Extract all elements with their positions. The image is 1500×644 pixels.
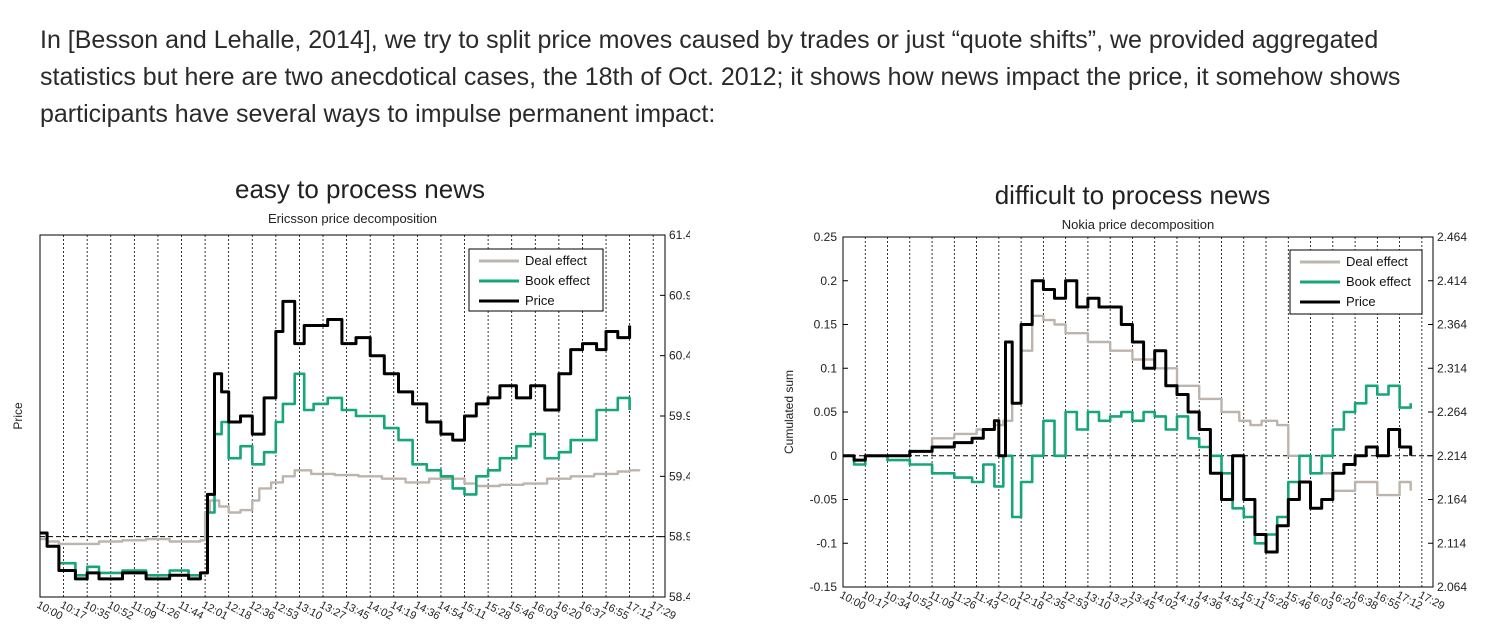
right-tick-label: 60.4 xyxy=(669,349,690,363)
left-tick-label: 0.2 xyxy=(820,274,837,288)
right-tick-label: 2.464 xyxy=(1437,230,1467,244)
plot-frame xyxy=(842,236,1434,588)
chart-title: Ericsson price decomposition xyxy=(268,211,437,226)
left-tick-label: 0.25 xyxy=(814,230,838,244)
nokia-chart: Nokia price decomposition10:0010:1710:34… xyxy=(775,212,1480,640)
y-label-group: Price xyxy=(11,402,25,430)
chart-heading-left: easy to process news xyxy=(234,174,485,204)
ericsson-chart: Ericsson price decomposition10:0010:1710… xyxy=(0,205,690,640)
right-tick-label: 2.164 xyxy=(1437,493,1467,507)
right-tick-label: 60.9 xyxy=(669,288,690,302)
intro-paragraph: In [Besson and Lehalle, 2014], we try to… xyxy=(40,26,1401,128)
right-tick-label: 59.9 xyxy=(669,409,690,423)
left-tick-label: -0.05 xyxy=(810,493,838,507)
left-tick-label: 0.15 xyxy=(814,318,838,332)
chart-heading-right: difficult to process news xyxy=(994,180,1271,210)
legend-label: Price xyxy=(1346,294,1376,309)
right-tick-label: 58.9 xyxy=(669,530,690,544)
left-tick-label: 0.05 xyxy=(814,405,838,419)
legend-label: Book effect xyxy=(525,273,590,288)
legend-label: Price xyxy=(525,293,555,308)
right-tick-label: 59.4 xyxy=(669,469,690,483)
y-axis-label: Cumulated sum xyxy=(782,370,796,454)
left-tick-label: 0 xyxy=(830,449,837,463)
y-label-group: Cumulated sum xyxy=(782,370,796,454)
right-tick-label: 2.214 xyxy=(1437,449,1467,463)
right-tick-label: 2.414 xyxy=(1437,274,1467,288)
plot-frame xyxy=(39,234,666,598)
series-line-price xyxy=(843,279,1413,554)
series-line-book xyxy=(843,384,1412,545)
right-tick-label: 58.4 xyxy=(669,590,690,604)
left-tick-label: -0.15 xyxy=(810,580,838,594)
legend-label: Deal effect xyxy=(525,253,587,268)
left-tick-label: -0.1 xyxy=(816,536,837,550)
right-tick-label: 2.114 xyxy=(1437,536,1466,550)
series-line-deal xyxy=(40,469,641,546)
right-tick-label: 2.264 xyxy=(1437,405,1467,419)
right-tick-label: 2.064 xyxy=(1437,580,1467,594)
legend-label: Deal effect xyxy=(1346,254,1408,269)
series-line-price xyxy=(40,299,632,581)
right-tick-label: 2.364 xyxy=(1437,318,1467,332)
y-axis-label: Price xyxy=(11,402,25,430)
left-tick-label: 0.1 xyxy=(820,361,837,375)
chart-title: Nokia price decomposition xyxy=(1062,217,1214,232)
right-tick-label: 2.314 xyxy=(1437,361,1467,375)
right-tick-label: 61.4 xyxy=(669,228,690,242)
series-line-book xyxy=(40,372,631,577)
legend-label: Book effect xyxy=(1346,274,1411,289)
